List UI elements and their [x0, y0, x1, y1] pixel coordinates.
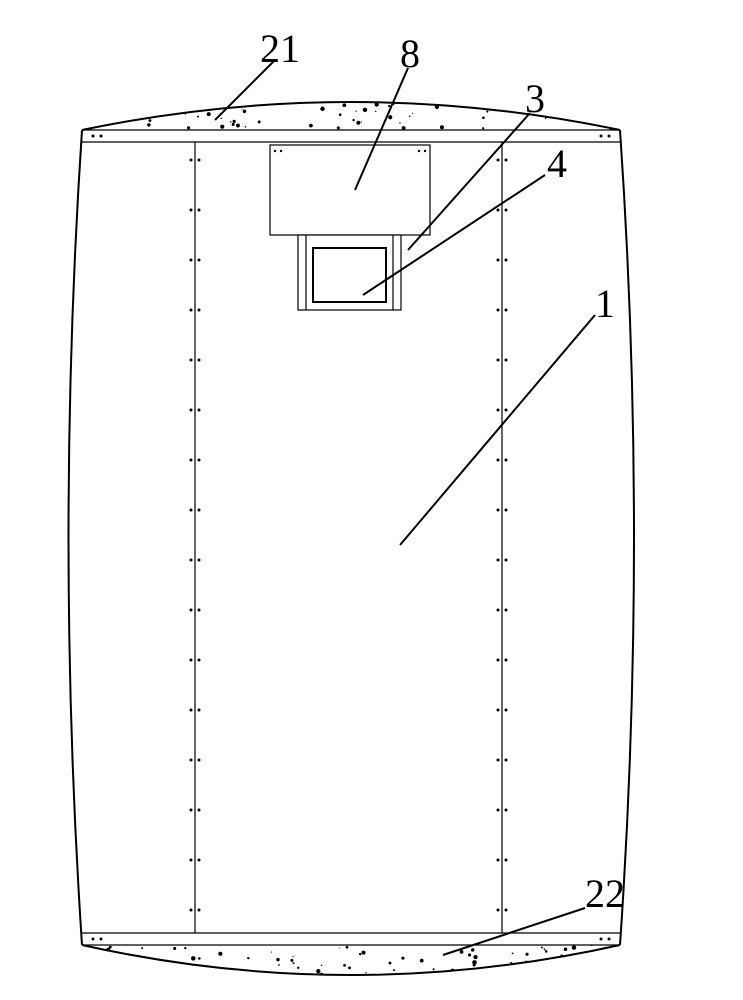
- label-4: 4: [547, 140, 567, 187]
- label-22: 22: [585, 870, 625, 917]
- label-8: 8: [400, 30, 420, 77]
- label-21: 21: [260, 25, 300, 72]
- label-3: 3: [525, 75, 545, 122]
- technical-diagram: [0, 0, 743, 1000]
- label-1: 1: [595, 280, 615, 327]
